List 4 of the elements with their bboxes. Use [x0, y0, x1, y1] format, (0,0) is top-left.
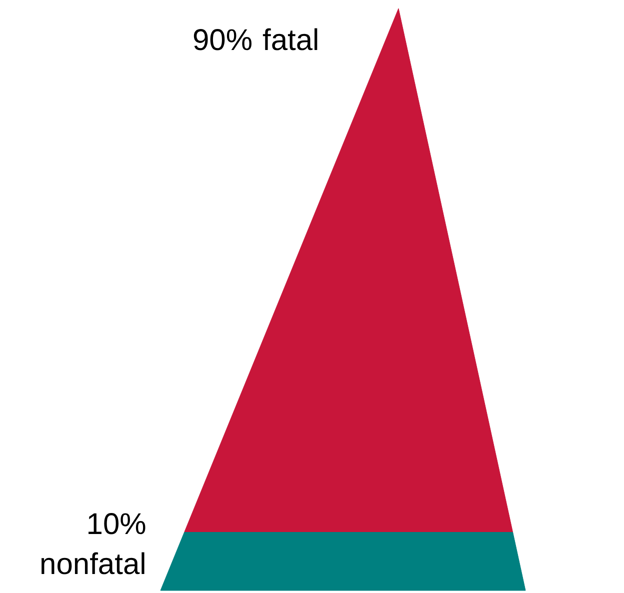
- category-label: nonfatal: [40, 548, 146, 581]
- category-label: fatal: [262, 24, 320, 57]
- data-label: 10%: [86, 508, 146, 541]
- data-label: 90%: [192, 24, 253, 57]
